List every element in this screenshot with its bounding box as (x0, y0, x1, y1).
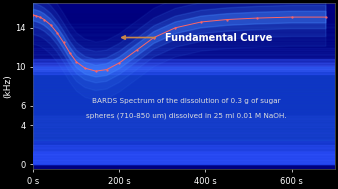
Text: Fundamental Curve: Fundamental Curve (165, 33, 272, 43)
Text: spheres (710-850 um) dissolved in 25 ml 0.01 M NaOH.: spheres (710-850 um) dissolved in 25 ml … (86, 112, 286, 119)
Bar (33, 59, 335, 74)
Polygon shape (33, 0, 326, 100)
Bar (33, 152, 335, 164)
Y-axis label: (kHz): (kHz) (3, 74, 13, 98)
Polygon shape (33, 9, 326, 77)
Polygon shape (33, 3, 326, 83)
Polygon shape (33, 0, 326, 91)
Bar (33, 67, 335, 140)
Bar (33, 140, 335, 164)
Text: BARDS Spectrum of the dissolution of 0.3 g of sugar: BARDS Spectrum of the dissolution of 0.3… (92, 98, 281, 104)
